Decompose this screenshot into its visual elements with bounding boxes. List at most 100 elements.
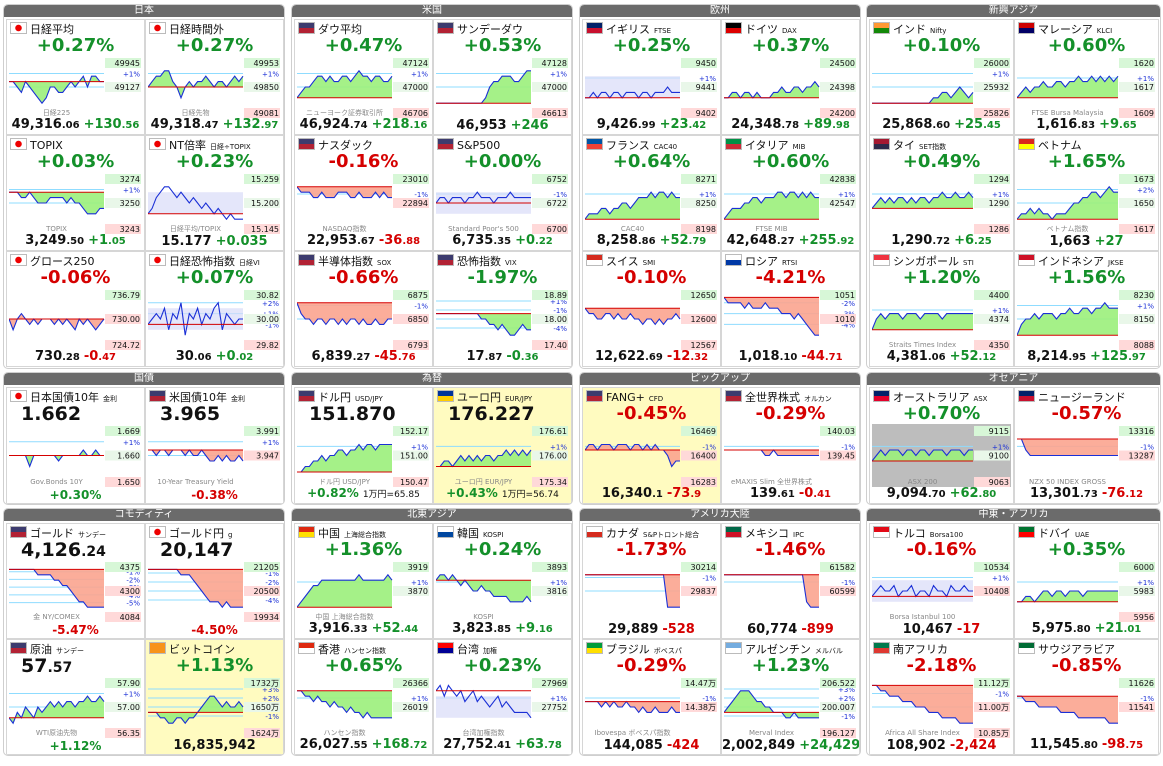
market-tile[interactable]: スイス SMI -0.10% 12,622.69 -12.32 12650 12600 125… (582, 251, 721, 367)
market-tile[interactable]: インドネシアJKSE+1.56%8,214.95+125.97+1%-1%823… (1014, 251, 1159, 367)
market-tile[interactable]: ユーロ円 EUR/JPY 176.227 +0.43% 1万円=56.74 +1% ユーロ円… (433, 387, 572, 504)
price-label-bg (820, 174, 856, 184)
market-tile[interactable]: サンデーダウ+0.53%46,953+246+1%-1%471284700046… (433, 19, 572, 135)
conversion-note: 1万円=56.74 (501, 490, 559, 500)
market-tile[interactable]: シンガポール STI +1.20% 4,381.06 +52.12 +1% Straits … (869, 251, 1014, 367)
market-tile[interactable]: 全世界株式 オルカン -0.29% 139.61 -0.41 -1% eMAXIS Slim… (721, 387, 860, 504)
tile-change: +52.79 (660, 233, 707, 248)
price-label-bg (1119, 678, 1155, 688)
tile-sub-label: SMI (642, 259, 656, 267)
price-label: 736.79 (112, 291, 140, 300)
tile-name: ロシア RTSI (725, 254, 797, 270)
market-tile[interactable]: ドイツ DAX +0.37% 24,348.78 +89.98 24500 24398 242… (721, 19, 860, 135)
market-tile[interactable]: TOPIX+0.03%3,249.50+1.05+1%-1%TOPIX32743… (6, 135, 145, 251)
tile-change-percent: -1.97% (467, 267, 538, 288)
market-tile[interactable]: FANG+ CFD -0.45% 16,340.1 -73.9 -1% 16469 16400… (582, 387, 721, 504)
market-tile[interactable]: 原油サンデー57.57+1.12%+1%-1%WTI原油先物57.9057.00… (6, 639, 145, 755)
tile-change: -17 (957, 622, 981, 637)
market-tile[interactable]: 日経恐怖指数日経VI+0.07%30.06+0.02+2%+1%-1%30.82… (145, 251, 284, 367)
price-line (297, 690, 392, 719)
market-tile[interactable]: ロシアRTSI-4.21%1,018.10-44.71-2%-3%-4%1051… (721, 251, 860, 367)
price-line (436, 684, 532, 719)
market-tile[interactable]: イギリス FTSE +0.25% 9,426.99 +23.42 +1% 9450 9441 9… (582, 19, 721, 135)
market-tile[interactable]: オーストラリア ASX +0.70% 9,094.70 +62.80 +1% ASX 200… (869, 387, 1014, 504)
market-tile[interactable]: タイ SET指数 +0.49% 1,290.72 +6.25 +1% 1294 1290 128… (869, 135, 1014, 251)
market-tile[interactable]: 日経時間外+0.27%49,318.47+132.97+1%-1%日経先物499… (145, 19, 284, 135)
market-tile[interactable]: 中国 上海総合指数 +1.36% 3,916.33 +52.44 +1% 中国 上海総合指数… (294, 523, 433, 639)
market-tile[interactable]: ゴールド円g20,147-4.50%-1%-2%-3%-4%2120520500… (145, 523, 284, 639)
tile-name-label: 台湾 (457, 643, 479, 656)
tile-sub-label: RTSI (782, 259, 798, 267)
value-dec: .61 (777, 489, 795, 500)
market-tile[interactable]: ニュージーランド -0.57% 13,301.73 -76.12 -1% NZX 50 I… (1014, 387, 1159, 504)
market-tile[interactable]: 日経平均+0.27%49,316.06+130.56+1%-1%日経225499… (6, 19, 145, 135)
change-int: +168 (371, 737, 410, 752)
tile-value: 27,752.41 +63.78 (434, 738, 571, 753)
tile-change: +0.02 (216, 349, 254, 364)
chart-watermark: FTSE Bursa Malaysia (1031, 109, 1103, 117)
market-tile[interactable]: 台湾 加権 +0.23% 27,752.41 +63.78 +1% 台湾加権指数 27969 2… (433, 639, 572, 755)
tile-value: 49,318.47 +132.97 (146, 118, 283, 133)
value-int: 46,953 (456, 118, 507, 133)
market-tile[interactable]: 香港 ハンセン指数 +0.65% 26,027.55 +168.72 +1% ハンセン指数 2… (294, 639, 433, 755)
tile-change: +21.01 (1095, 621, 1142, 636)
market-tile[interactable]: メキシコ IPC -1.46% 60,774 -899 -1% 61582 60599 (721, 523, 860, 639)
market-tile[interactable]: ビットコイン+1.13%16,835,942+3%+2%+1%-1%1732万1… (145, 639, 284, 755)
market-tile[interactable]: サウジアラビア -0.85% 11,545.80 -98.75 -1% 11626 1154… (1014, 639, 1159, 755)
tile-value: 139.61 -0.41 (722, 487, 859, 502)
tile-sub-label: FTSE (654, 27, 672, 35)
market-tile[interactable]: グロース250 -0.06% 730.28 -0.47 736.79 730.00 724.… (6, 251, 145, 367)
reference-label: +1% (550, 71, 567, 79)
market-tile[interactable]: インドNifty+0.10%25,868.60+25.45+1%-1%26000… (869, 19, 1014, 135)
tile-change-percent: -1.46% (755, 539, 826, 560)
mini-chart: +1% KOSPI 3893 3816 (436, 562, 568, 621)
price-area (872, 450, 973, 461)
value-int: 9,426 (596, 117, 638, 132)
value-int: 139 (749, 486, 778, 501)
price-label: 30214 (691, 563, 716, 572)
price-label: 47124 (403, 59, 428, 68)
tile-name-label: カナダ (606, 527, 639, 540)
tile-change: -0.36 (506, 349, 538, 364)
price-label: 30.00 (256, 315, 279, 324)
price-label: 29.82 (256, 341, 279, 350)
value-int: 29,889 (608, 622, 659, 637)
tile-name: 台湾 加権 (437, 642, 497, 658)
ae-flag-icon (1018, 526, 1035, 538)
tile-name-label: 南アフリカ (893, 643, 948, 656)
reference-label: -1% (995, 691, 1009, 699)
market-tile[interactable]: ドバイ UAE +0.35% 5,975.80 +21.01 +1% 6000 5983 595… (1014, 523, 1159, 639)
market-tile[interactable]: カナダS&Pトロント総合-1.73%29,889-528-1%-2%302142… (582, 523, 721, 639)
tile-change: +255.92 (799, 233, 855, 248)
market-tile[interactable]: ナスダック -0.16% 22,953.67 -36.88 -1% NASDAQ指数 230… (294, 135, 433, 251)
tile-name-label: 日経時間外 (169, 23, 224, 36)
market-tile[interactable]: ダウ平均+0.47%46,924.74+218.16+1%-1%ニューヨーク証券… (294, 19, 433, 135)
market-tile[interactable]: ベトナム+1.65%1,663+27+2%+1%ベトナム指数1673165016… (1014, 135, 1159, 251)
price-label: 724.72 (112, 341, 140, 350)
market-tile[interactable]: 韓国 KOSPI +0.24% 3,823.85 +9.16 +1% KOSPI 3893 38… (433, 523, 572, 639)
tile-name: 全世界株式 オルカン (725, 390, 832, 406)
ch-flag-icon (586, 254, 603, 266)
tile-name-label: 米国債10年 (169, 391, 227, 404)
change-int: +0.035 (215, 234, 268, 249)
market-tile[interactable]: NT倍率 日経÷TOPIX +0.23% 15.177 +0.035 日経平均/TOPIX… (145, 135, 284, 251)
market-tile[interactable]: ブラジル ボベスパ -0.29% 144,085 -424 -1% Ibovespa ボベス… (582, 639, 721, 755)
region-title: アメリカ大陸 (580, 509, 860, 521)
market-tile[interactable]: 南アフリカ-2.18%108,902-2,424-1%-2%Africa All… (869, 639, 1014, 755)
market-tile[interactable]: 恐怖指数VIX-1.97%17.87-0.36+1%-1%-3%-4%18.89… (433, 251, 572, 367)
tile-value: 176.227 (448, 404, 571, 424)
market-tile[interactable]: アルゼンチンメルバル+1.23%2,002,849+24,429+3%+2%+1… (721, 639, 860, 755)
market-tile[interactable]: 半導体指数SOX-0.66%6,839.27-45.76-1%-2%687568… (294, 251, 433, 367)
market-tile[interactable]: S&P500 +0.00% 6,735.35 +0.22 -1% Standard Poo… (433, 135, 572, 251)
market-tile[interactable]: マレーシア KLCI +0.60% 1,616.83 +9.65 +1% FTSE Burs… (1014, 19, 1159, 135)
price-area (9, 569, 104, 608)
tile-value: 26,027.55 +168.72 (295, 738, 432, 753)
market-tile[interactable]: フランス CAC40 +0.64% 8,258.86 +52.79 +1% CAC40 827… (582, 135, 721, 251)
price-label-bg (244, 426, 280, 436)
market-tile[interactable]: ドル円 USD/JPY 151.870 +0.82% 1万円=65.85 +1% ドル円 U… (294, 387, 433, 504)
market-tile[interactable]: イタリア MIB +0.60% 42,648.27 +255.92 +1% FTSE MIB… (721, 135, 860, 251)
